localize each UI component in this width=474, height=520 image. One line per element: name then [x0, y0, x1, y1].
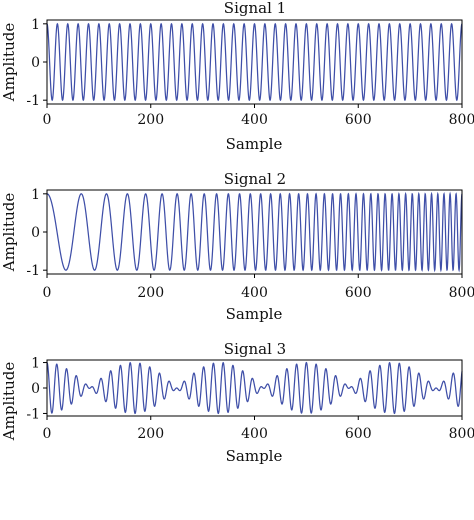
x-tick-label: 0: [43, 285, 52, 301]
x-tick-label: 800: [449, 285, 474, 301]
x-axis-label: Sample: [226, 305, 283, 323]
y-tick-label: -1: [26, 406, 40, 422]
x-axis-label: Sample: [226, 135, 283, 153]
y-tick-label: -1: [26, 93, 40, 109]
y-axis-label: Amplitude: [0, 23, 18, 103]
x-tick-label: 200: [137, 285, 164, 301]
panel-title: Signal 2: [224, 170, 286, 188]
x-tick-label: 0: [43, 112, 52, 128]
signal-line: [46, 361, 463, 415]
y-tick-label: 0: [31, 55, 40, 71]
y-tick-label: 0: [31, 225, 40, 241]
plot-frame: [46, 359, 463, 417]
y-axis-label: Amplitude: [0, 193, 18, 273]
signal-line: [46, 22, 463, 102]
x-tick-label: 600: [345, 112, 372, 128]
y-tick-label: 1: [31, 356, 40, 372]
plot-frame: [46, 19, 463, 105]
panel-title: Signal 1: [224, 0, 286, 17]
y-tick-label: 1: [31, 17, 40, 33]
x-tick-label: 400: [241, 426, 268, 442]
y-tick-label: -1: [26, 263, 40, 279]
x-tick-label: 600: [345, 426, 372, 442]
panel-title: Signal 3: [224, 340, 286, 358]
x-tick-label: 200: [137, 426, 164, 442]
y-tick-label: 1: [31, 187, 40, 203]
panel-signal-1: Signal 1 Amplitude Sample 0 200 400 600 800 1…: [0, 0, 474, 153]
x-axis-label: Sample: [226, 447, 283, 465]
plot-frame: [46, 189, 463, 275]
x-tick-label: 0: [43, 426, 52, 442]
x-tick-label: 800: [449, 112, 474, 128]
x-tick-label: 600: [345, 285, 372, 301]
signal-line: [46, 191, 463, 273]
y-tick-label: 0: [31, 381, 40, 397]
x-tick-label: 400: [241, 285, 268, 301]
x-tick-label: 400: [241, 112, 268, 128]
panel-signal-2: Signal 2 Amplitude Sample 0 200 400 600 800 1…: [0, 170, 474, 323]
panel-signal-3: Signal 3 Amplitude Sample 0 200 400 600 800 1…: [0, 340, 474, 465]
x-tick-label: 200: [137, 112, 164, 128]
y-axis-label: Amplitude: [0, 362, 18, 442]
x-tick-label: 800: [449, 426, 474, 442]
